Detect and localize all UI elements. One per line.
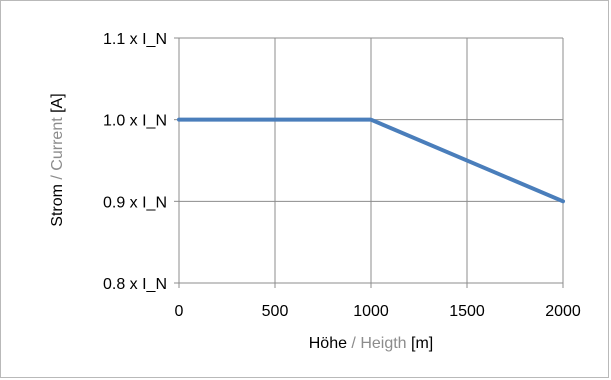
y-axis-label-part2: Current xyxy=(49,117,66,171)
axes xyxy=(174,37,564,288)
x-tick-label: 500 xyxy=(262,303,289,320)
x-axis-label-part2: Heigth xyxy=(360,335,406,352)
y-tick-label: 1.1 x I_N xyxy=(103,31,167,48)
y-axis-label-unit: [A] xyxy=(49,93,66,117)
y-axis-label-separator: / xyxy=(49,171,66,184)
grid xyxy=(179,37,564,283)
x-tick-labels: 0 500 1000 1500 2000 xyxy=(175,303,581,320)
x-axis-label-unit: [m] xyxy=(407,335,434,352)
x-tick-label: 0 xyxy=(175,303,184,320)
x-tick-label: 2000 xyxy=(545,303,581,320)
series-line xyxy=(177,117,565,204)
x-tick-label: 1000 xyxy=(353,303,389,320)
y-axis-label: Strom / Current [A] xyxy=(49,93,66,226)
y-tick-label: 1.0 x I_N xyxy=(103,113,167,130)
series-group xyxy=(177,117,565,204)
x-axis-label-part1: Höhe xyxy=(309,335,347,352)
y-tick-label: 0.8 x I_N xyxy=(103,276,167,293)
x-axis-label: Höhe / Heigth [m] xyxy=(309,335,434,352)
y-axis-label-part1: Strom xyxy=(49,184,66,227)
y-tick-labels: 0.8 x I_N 0.9 x I_N 1.0 x I_N 1.1 x I_N xyxy=(103,31,167,293)
x-axis-label-separator: / xyxy=(347,335,360,352)
y-tick-label: 0.9 x I_N xyxy=(103,194,167,211)
x-tick-label: 1500 xyxy=(449,303,485,320)
